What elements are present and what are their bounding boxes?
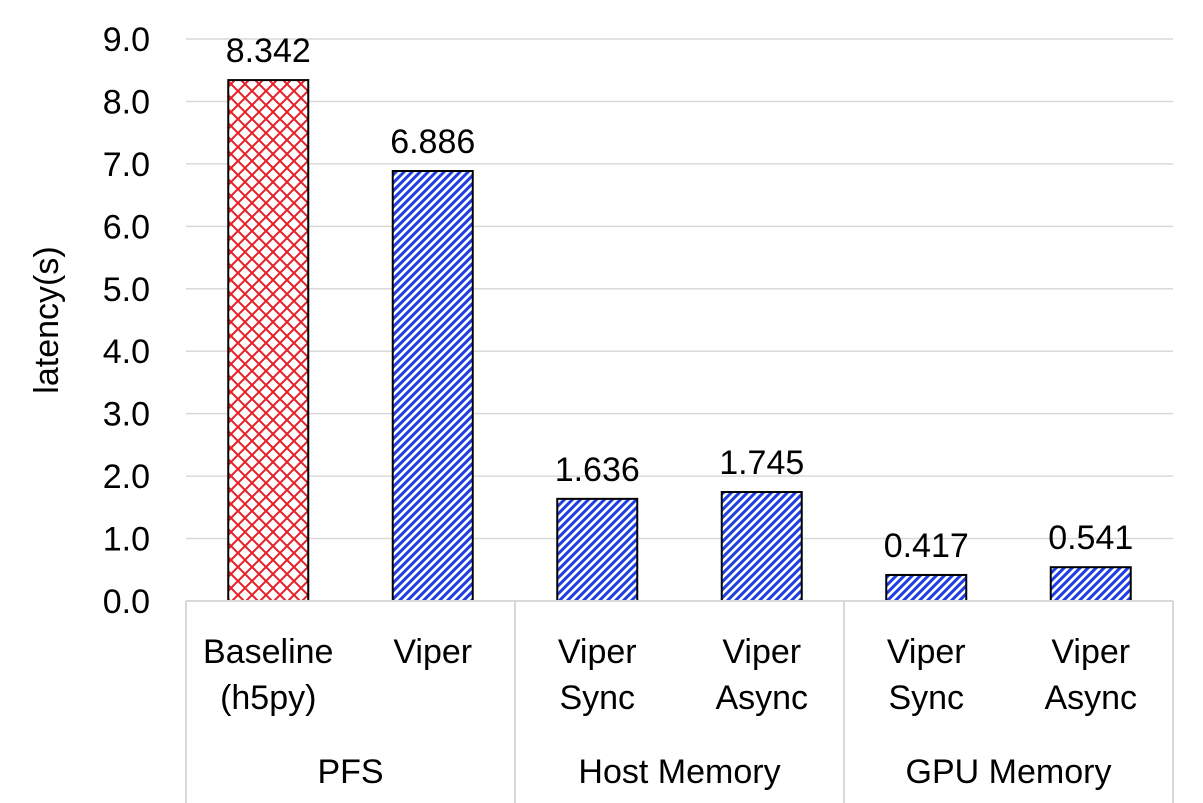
y-tick-label: 5.0 (103, 271, 150, 309)
x-tick-label: Viper (1051, 633, 1130, 671)
data-label: 0.417 (884, 527, 969, 565)
data-label: 8.342 (226, 32, 311, 70)
y-tick-label: 3.0 (103, 396, 150, 434)
y-tick-label: 0.0 (103, 583, 150, 621)
bars (227, 79, 1132, 603)
x-tick-label: Viper (393, 633, 472, 671)
x-tick-label: Async (1044, 679, 1137, 717)
y-axis-ticks: 0.0 1.0 2.0 3.0 4.0 5.0 6.0 7.0 8.0 9.0 (103, 21, 150, 621)
bar (885, 573, 968, 603)
value-labels: 8.342 6.886 1.636 1.745 0.417 0.541 (226, 32, 1134, 565)
data-label: 0.541 (1048, 519, 1133, 557)
bar (556, 497, 639, 602)
group-label: Host Memory (578, 753, 780, 791)
y-tick-label: 8.0 (103, 83, 150, 121)
bar (1049, 566, 1132, 602)
y-axis-label: latency(s) (28, 246, 66, 393)
x-tick-label: Viper (722, 633, 801, 671)
y-tick-label: 9.0 (103, 21, 150, 59)
y-tick-label: 1.0 (103, 521, 150, 559)
x-tick-label: Viper (558, 633, 637, 671)
x-tick-label: Sync (559, 679, 635, 717)
group-labels: PFS Host Memory GPU Memory (317, 753, 1111, 791)
y-tick-label: 4.0 (103, 333, 150, 371)
x-axis (185, 600, 1174, 803)
bar (720, 491, 803, 603)
x-tick-label: (h5py) (220, 679, 316, 717)
category-labels: Baseline (h5py) Viper Viper Sync Viper Async Vi… (203, 633, 1137, 717)
bar (391, 170, 474, 602)
bar (227, 79, 310, 603)
data-label: 6.886 (390, 123, 475, 161)
x-tick-label: Sync (888, 679, 964, 717)
y-tick-label: 2.0 (103, 458, 150, 496)
group-label: PFS (317, 753, 383, 791)
x-tick-label: Async (715, 679, 808, 717)
y-tick-label: 6.0 (103, 208, 150, 246)
data-label: 1.745 (719, 444, 804, 482)
x-tick-label: Baseline (203, 633, 333, 671)
group-label: GPU Memory (906, 753, 1112, 791)
gridlines (186, 38, 1173, 540)
data-label: 1.636 (555, 451, 640, 489)
y-tick-label: 7.0 (103, 146, 150, 184)
x-tick-label: Viper (887, 633, 966, 671)
